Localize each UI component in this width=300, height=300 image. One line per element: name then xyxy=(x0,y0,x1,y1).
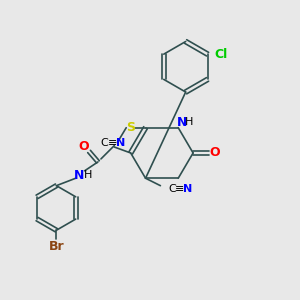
Text: Cl: Cl xyxy=(214,48,227,61)
Text: C: C xyxy=(168,184,176,194)
Text: N: N xyxy=(116,138,125,148)
Text: N: N xyxy=(74,169,84,182)
Text: O: O xyxy=(209,146,220,160)
Text: S: S xyxy=(126,121,135,134)
Text: C: C xyxy=(100,138,108,148)
Text: H: H xyxy=(185,117,194,128)
Text: N: N xyxy=(177,116,187,129)
Text: ≡: ≡ xyxy=(108,138,118,148)
Text: O: O xyxy=(78,140,89,153)
Text: ≡: ≡ xyxy=(175,184,184,194)
Text: Br: Br xyxy=(49,240,64,253)
Text: H: H xyxy=(83,170,92,180)
Text: N: N xyxy=(182,184,192,194)
